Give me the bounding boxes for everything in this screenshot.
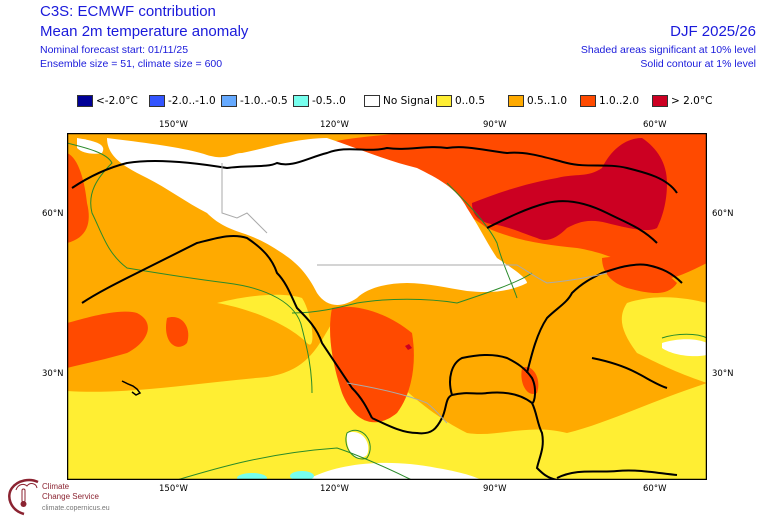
anomaly-region-1-2: [330, 306, 414, 423]
anomaly-region-gt-2: [472, 138, 667, 240]
political-border: [346, 382, 448, 424]
significance-contour: [446, 182, 518, 299]
coastline: [81, 234, 373, 419]
lon-label-top: 90°W: [483, 120, 507, 130]
logo-url: climate.copernicus.eu: [42, 505, 110, 512]
coastline: [371, 391, 558, 480]
coastline: [591, 357, 668, 389]
legend-item: -1.0..-0.5: [221, 93, 288, 109]
legend-label: <-2.0°C: [96, 95, 138, 107]
no-signal-region: [662, 339, 707, 357]
lon-label-top: 60°W: [643, 120, 667, 130]
legend-item: <-2.0°C: [77, 93, 138, 109]
legend-swatch: [436, 95, 452, 107]
significance-contour-note: Solid contour at 1% level: [640, 58, 756, 70]
political-border: [317, 264, 608, 284]
lon-label-bottom: 90°W: [483, 484, 507, 494]
legend-item: 0.5..1.0: [508, 93, 567, 109]
no-signal-region: [107, 138, 527, 305]
lon-label-bottom: 120°W: [320, 484, 349, 494]
significance-contour: [291, 272, 533, 314]
legend-item: -2.0..-1.0: [149, 93, 216, 109]
no-signal-region: [77, 138, 104, 154]
thermometer-bulb-icon: [20, 501, 27, 507]
legend-item: > 2.0°C: [652, 93, 712, 109]
ensemble-info: Ensemble size = 51, climate size = 600: [40, 58, 223, 70]
legend-item: 0..0.5: [436, 93, 485, 109]
significance-contour: [345, 430, 371, 460]
color-legend: <-2.0°C -2.0..-1.0 -1.0..-0.5 -0.5..0 No…: [0, 93, 761, 109]
chart-title: C3S: ECMWF contribution: [40, 3, 216, 20]
logo-text-line2: Change Service: [42, 492, 99, 501]
legend-label: -2.0..-1.0: [168, 95, 216, 107]
legend-swatch: [149, 95, 165, 107]
variable-title: Mean 2m temperature anomaly: [40, 23, 249, 40]
anomaly-region-1-2: [67, 311, 148, 368]
legend-swatch: [221, 95, 237, 107]
coastline: [449, 354, 536, 404]
no-signal-region: [346, 432, 369, 458]
logo-text-line1: Climate: [42, 482, 70, 491]
legend-swatch: [508, 95, 524, 107]
legend-swatch: [580, 95, 596, 107]
lat-label-right: 60°N: [712, 209, 734, 219]
copernicus-logo: [8, 478, 39, 516]
anomaly-map: [67, 133, 707, 480]
coastline: [121, 380, 142, 396]
lon-label-top: 150°W: [159, 120, 188, 130]
legend-item: No Signal: [364, 93, 433, 109]
thermometer-icon: [21, 488, 26, 503]
map-frame: [67, 133, 707, 480]
legend-label: > 2.0°C: [671, 95, 713, 107]
logo-arc-icon: [8, 478, 39, 516]
legend-swatch: [77, 95, 93, 107]
significance-contour: [176, 447, 413, 480]
legend-label: -1.0..-0.5: [240, 95, 288, 107]
coastline: [71, 146, 678, 194]
lat-label-right: 30°N: [712, 369, 734, 379]
lon-label-top: 120°W: [320, 120, 349, 130]
legend-item: -0.5..0: [293, 93, 346, 109]
lat-label-left: 60°N: [42, 209, 64, 219]
anomaly-region-neg-0.5-0: [290, 471, 314, 480]
legend-label: No Signal: [383, 95, 433, 107]
legend-label: 0..0.5: [455, 95, 486, 107]
legend-item: 1.0..2.0: [580, 93, 639, 109]
anomaly-region-0-0.5: [217, 294, 313, 345]
legend-swatch: [293, 95, 309, 107]
forecast-start: Nominal forecast start: 01/11/25: [40, 44, 189, 56]
political-border: [221, 163, 268, 234]
coastline: [526, 263, 683, 374]
anomaly-region-1-2: [67, 153, 89, 243]
anomaly-region-1-2: [166, 317, 189, 347]
anomaly-region-1-2: [602, 256, 677, 293]
cloud-icon: [15, 483, 38, 491]
lat-label-left: 30°N: [42, 369, 64, 379]
significance-shaded-note: Shaded areas significant at 10% level: [580, 44, 756, 56]
coastline: [486, 200, 658, 244]
legend-label: 1.0..2.0: [599, 95, 640, 107]
season-label: DJF 2025/26: [670, 23, 756, 40]
legend-label: 0.5..1.0: [527, 95, 568, 107]
legend-label: -0.5..0: [312, 95, 346, 107]
lon-label-bottom: 60°W: [643, 484, 667, 494]
significance-contour: [661, 333, 707, 339]
legend-swatch: [652, 95, 668, 107]
anomaly-region-neg-0.5-0: [237, 473, 267, 480]
coastline: [556, 469, 678, 479]
anomaly-region-0-0.5: [621, 297, 707, 383]
legend-swatch: [364, 95, 380, 107]
anomaly-region-gt-2: [405, 344, 412, 350]
significance-contour: [67, 142, 313, 394]
lon-label-bottom: 150°W: [159, 484, 188, 494]
